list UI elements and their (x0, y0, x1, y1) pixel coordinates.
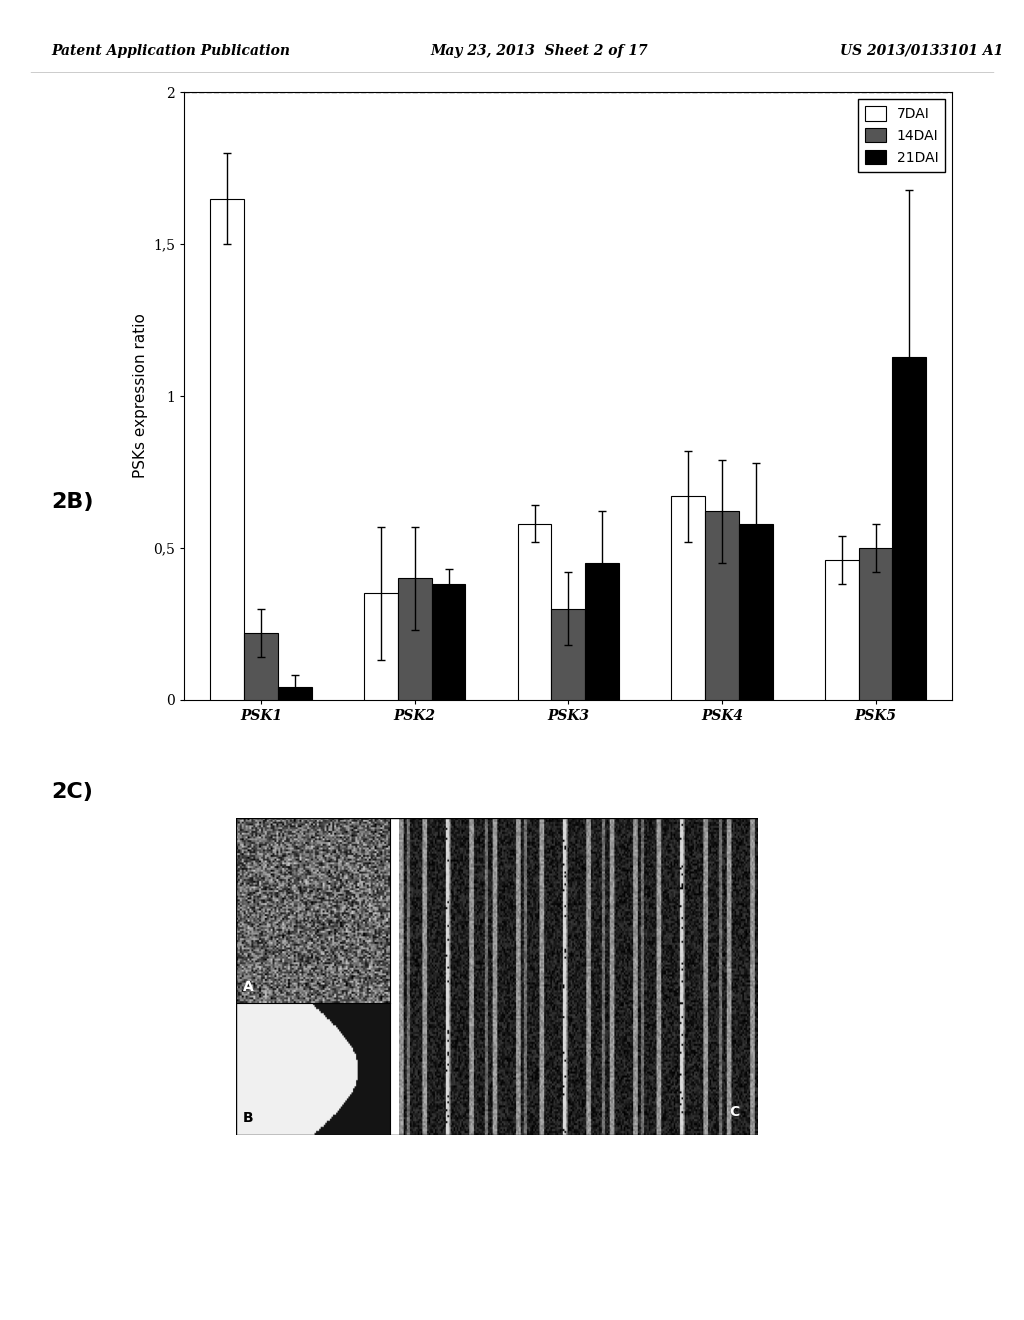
Bar (551, 609, 586, 700)
Y-axis label: PSKs expression ratio: PSKs expression ratio (133, 314, 147, 478)
Bar (432, 585, 465, 700)
Bar (859, 548, 893, 700)
Text: B: B (244, 1110, 254, 1125)
Bar (893, 356, 926, 700)
Bar (739, 524, 773, 700)
Bar (398, 578, 432, 700)
Text: A: A (244, 979, 254, 994)
Text: Patent Application Publication: Patent Application Publication (51, 44, 290, 58)
Text: May 23, 2013  Sheet 2 of 17: May 23, 2013 Sheet 2 of 17 (430, 44, 648, 58)
Bar (825, 560, 859, 700)
Bar (672, 496, 705, 700)
Bar (365, 594, 398, 700)
Text: 2C): 2C) (51, 781, 93, 803)
Text: US 2013/0133101 A1: US 2013/0133101 A1 (840, 44, 1002, 58)
Text: 2B): 2B) (51, 491, 94, 512)
Bar (586, 562, 620, 700)
Bar (279, 688, 312, 700)
Bar (518, 524, 552, 700)
Text: C: C (729, 1105, 739, 1119)
Bar (211, 199, 244, 700)
Bar (706, 511, 739, 700)
Bar (244, 632, 279, 700)
Legend: 7DAI, 14DAI, 21DAI: 7DAI, 14DAI, 21DAI (858, 99, 945, 172)
